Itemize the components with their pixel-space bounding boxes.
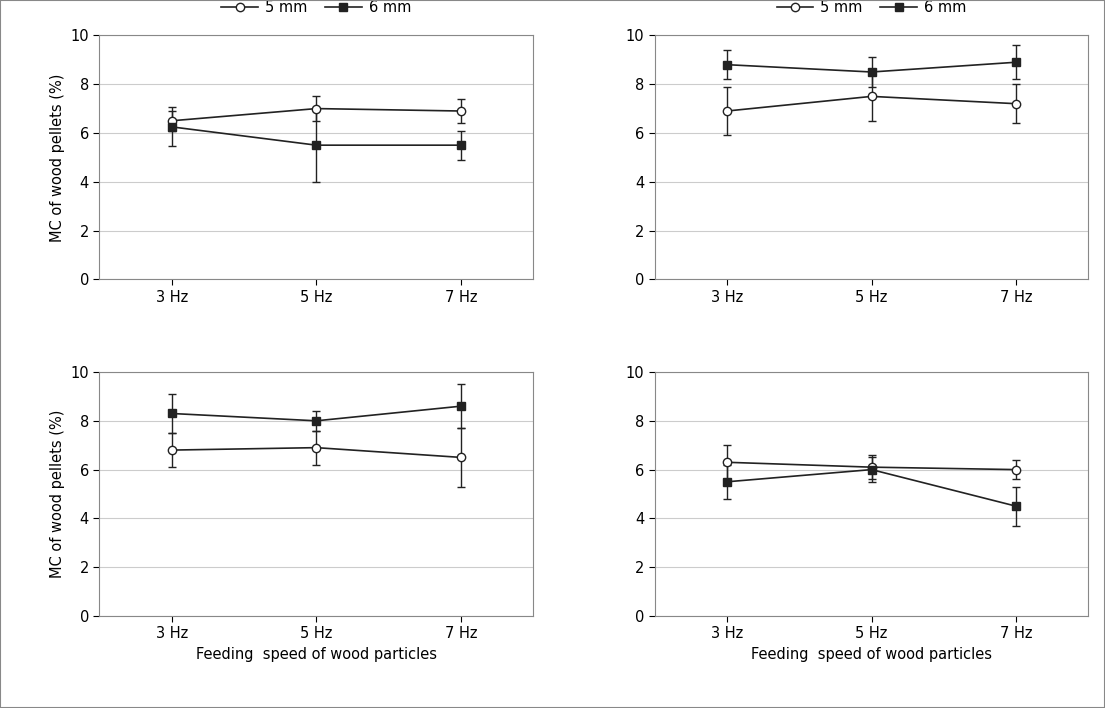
Y-axis label: MC of wood pellets (%): MC of wood pellets (%)	[50, 73, 65, 241]
X-axis label: Feeding  speed of wood particles: Feeding speed of wood particles	[751, 647, 992, 662]
Legend: 5 mm, 6 mm: 5 mm, 6 mm	[771, 0, 972, 21]
X-axis label: Feeding  speed of wood particles: Feeding speed of wood particles	[196, 647, 436, 662]
Legend: 5 mm, 6 mm: 5 mm, 6 mm	[215, 0, 417, 21]
Y-axis label: MC of wood pellets (%): MC of wood pellets (%)	[50, 410, 65, 578]
